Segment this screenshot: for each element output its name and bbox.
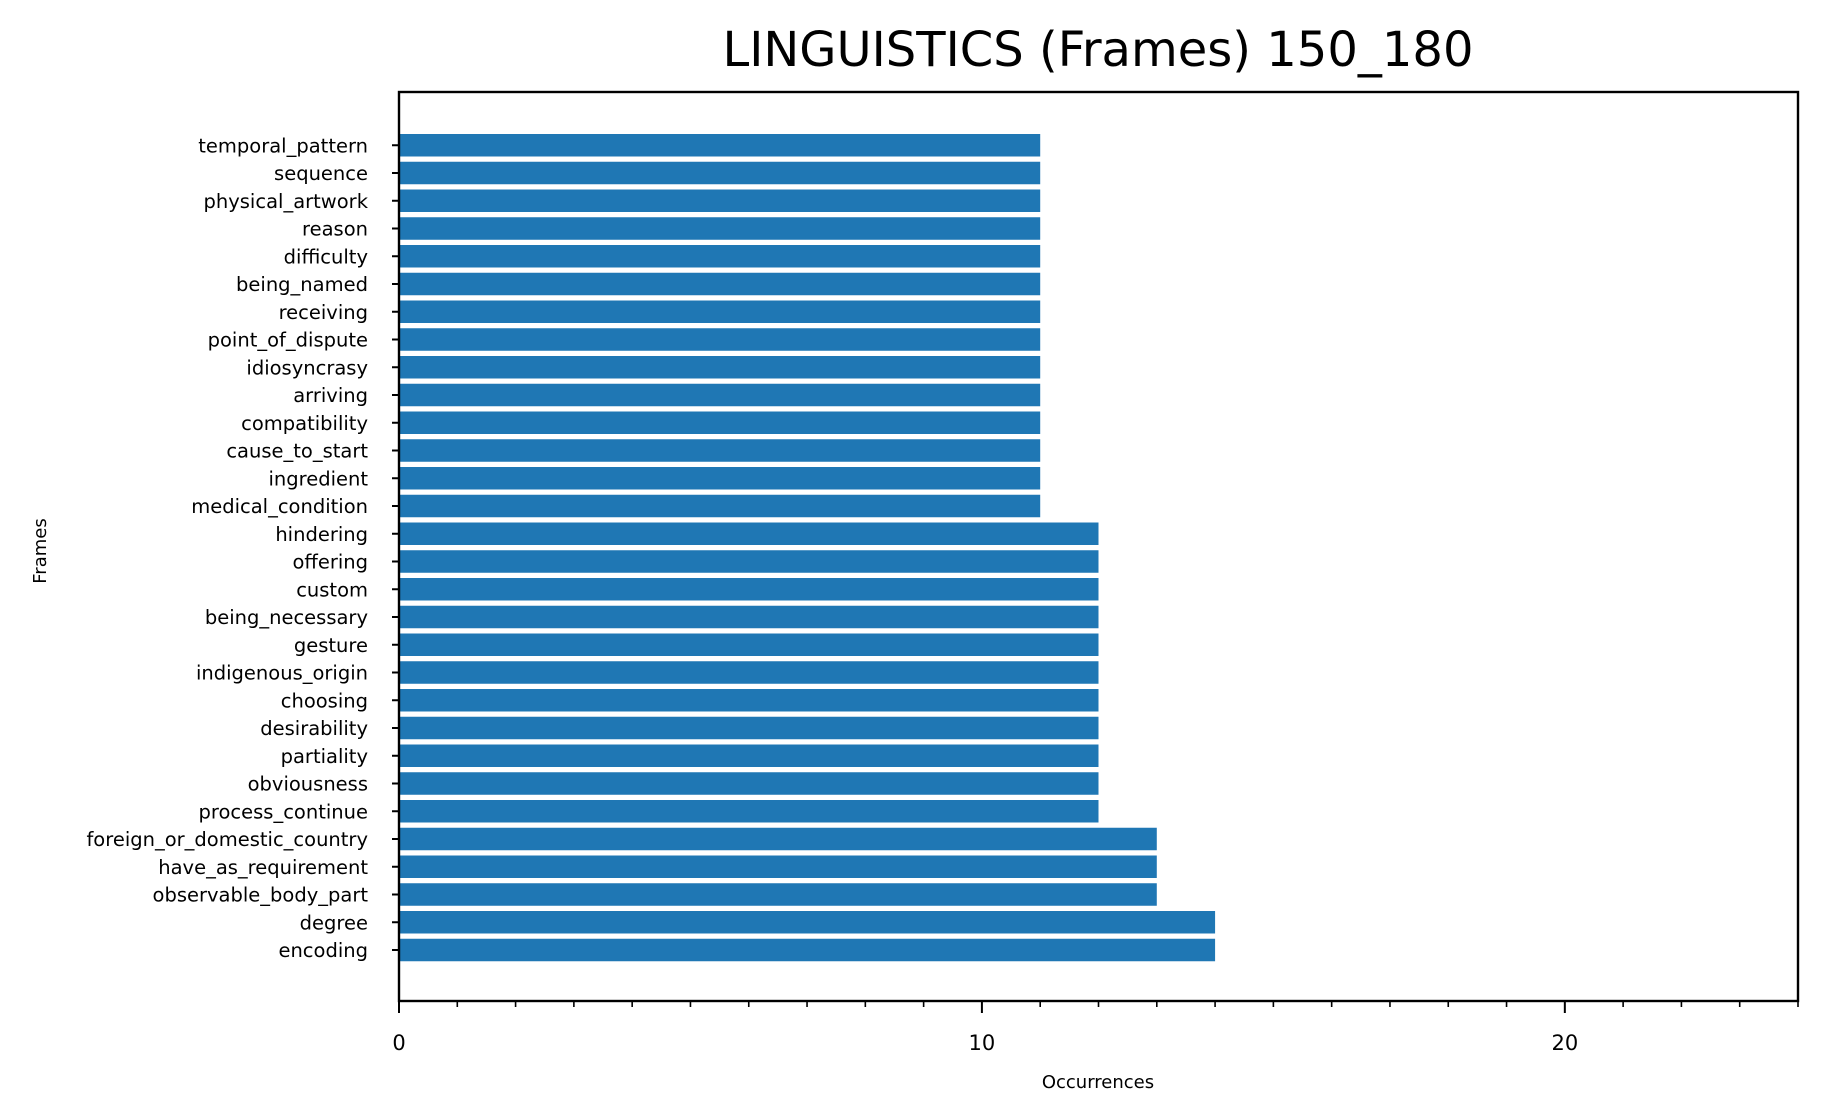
x-tick-label: 10 [969, 1031, 996, 1055]
y-tick-label: idiosyncrasy [246, 356, 368, 379]
x-tick-label: 0 [392, 1031, 405, 1055]
x-axis-ticks: 0 10 20 [392, 1001, 1799, 1055]
y-tick-label: gesture [294, 634, 368, 657]
y-tick-label: indigenous_origin [196, 662, 368, 685]
bar-process_continue [399, 800, 1099, 823]
y-axis-label: Frames [30, 518, 51, 583]
y-tick-label: obviousness [248, 773, 368, 796]
y-tick-label: sequence [274, 162, 368, 185]
bar-indigenous_origin [399, 661, 1099, 684]
y-tick-label: choosing [281, 689, 368, 712]
y-tick-label: compatibility [241, 412, 368, 435]
bar-custom [399, 578, 1099, 601]
y-tick-label: desirability [260, 717, 368, 740]
y-tick-label: reason [302, 218, 368, 241]
y-tick-label: being_necessary [205, 606, 368, 629]
bar-desirability [399, 716, 1099, 740]
bar-ingredient [399, 467, 1041, 490]
bar-being_named [399, 272, 1041, 296]
bar-observable_body_part [399, 883, 1157, 906]
bar-physical_artwork [399, 189, 1041, 212]
bar-encoding [399, 938, 1216, 962]
y-tick-label: observable_body_part [153, 884, 369, 907]
y-tick-label: medical_condition [191, 495, 368, 518]
bar-receiving [399, 300, 1041, 323]
y-tick-label: foreign_or_domestic_country [86, 828, 368, 851]
y-tick-label: ingredient [268, 467, 368, 490]
bar-partiality [399, 744, 1099, 767]
x-tick-label: 20 [1551, 1031, 1578, 1055]
y-axis-ticks: encoding degree observable_body_part have_a… [86, 134, 399, 962]
y-tick-label: encoding [278, 939, 368, 962]
bar-hindering [399, 522, 1099, 545]
bar-gesture [399, 633, 1099, 656]
bar-offering [399, 550, 1099, 573]
y-tick-label: arriving [293, 384, 368, 407]
bar-sequence [399, 161, 1041, 185]
y-tick-label: point_of_dispute [208, 329, 368, 352]
bar-idiosyncrasy [399, 356, 1041, 379]
bar-temporal_pattern [399, 134, 1041, 157]
y-tick-label: receiving [279, 301, 368, 324]
bars-group [399, 134, 1216, 962]
bar-choosing [399, 689, 1099, 712]
x-axis-label: Occurrences [1042, 1072, 1154, 1093]
y-tick-label: temporal_pattern [198, 134, 368, 157]
bar-compatibility [399, 411, 1041, 434]
y-tick-label: cause_to_start [226, 440, 368, 463]
bar-cause_to_start [399, 439, 1041, 462]
bar-point_of_dispute [399, 328, 1041, 351]
y-tick-label: have_as_requirement [158, 856, 368, 879]
bar-difficulty [399, 245, 1041, 268]
bar-arriving [399, 383, 1041, 407]
y-tick-label: hindering [275, 523, 368, 546]
y-tick-label: offering [292, 551, 368, 574]
y-tick-label: partiality [281, 745, 368, 768]
y-tick-label: degree [300, 911, 368, 934]
y-tick-label: process_continue [199, 800, 368, 823]
y-tick-label: difficulty [284, 245, 368, 268]
bar-degree [399, 911, 1216, 934]
y-tick-label: being_named [236, 273, 368, 296]
bar-foreign_or_domestic_country [399, 827, 1157, 851]
bar-reason [399, 217, 1041, 240]
bar-have_as_requirement [399, 855, 1157, 878]
y-tick-label: physical_artwork [204, 190, 369, 213]
bar-medical_condition [399, 494, 1041, 518]
bar-obviousness [399, 772, 1099, 795]
y-tick-label: custom [296, 578, 368, 601]
axes-frame [397, 90, 1800, 1003]
bar-being_necessary [399, 605, 1099, 629]
chart-title: LINGUISTICS (Frames) 150_180 [723, 22, 1474, 78]
